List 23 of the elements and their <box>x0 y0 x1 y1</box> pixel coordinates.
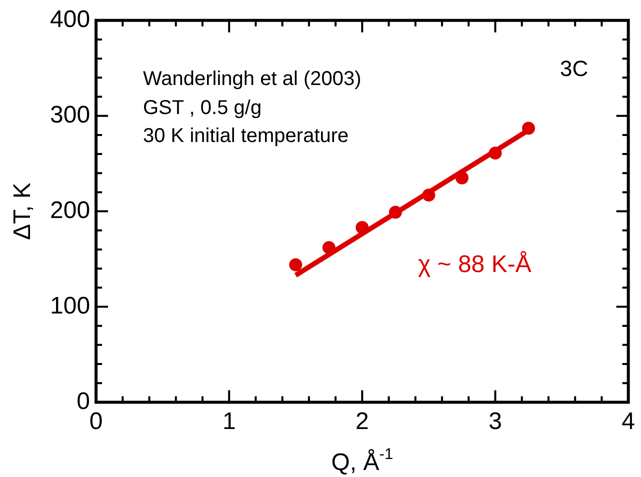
y-axis-title: ΔT, K <box>9 182 36 240</box>
y-tick-label: 300 <box>50 101 90 128</box>
point <box>488 146 502 160</box>
point <box>388 206 402 219</box>
annotation: GST , 0.5 g/g <box>143 97 262 119</box>
x-tick-label: 4 <box>622 408 636 436</box>
point <box>289 258 302 272</box>
annotation: 30 K initial temperature <box>143 125 349 147</box>
point <box>356 221 369 234</box>
point <box>522 122 536 135</box>
y-tick-label: 100 <box>50 292 90 320</box>
annotation: χ ~ 88 K-Å <box>418 251 532 278</box>
annotation: Wanderlingh et al (2003) <box>143 68 362 90</box>
x-tick-label: 2 <box>356 408 369 436</box>
x-tick-label: 1 <box>222 408 236 436</box>
point <box>422 188 436 202</box>
y-tick-label: 0 <box>76 388 90 415</box>
annotation: 3C <box>560 56 588 81</box>
point <box>455 171 468 184</box>
y-tick-label: 400 <box>50 6 90 34</box>
point <box>322 241 336 254</box>
y-tick-label: 200 <box>50 196 90 224</box>
x-tick-label: 3 <box>488 408 502 436</box>
